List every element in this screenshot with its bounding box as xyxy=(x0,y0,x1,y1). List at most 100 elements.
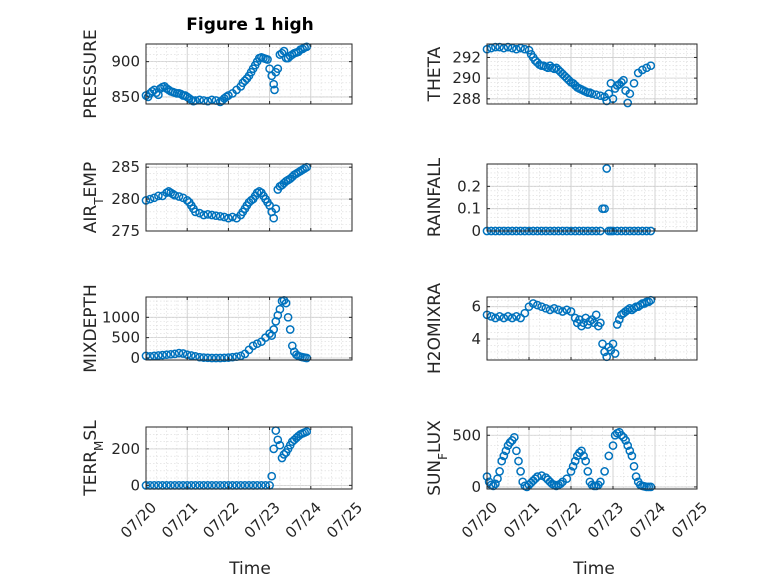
data-point xyxy=(617,430,626,440)
y-tick-label: 0 xyxy=(130,476,140,494)
data-point xyxy=(614,315,624,324)
data-point xyxy=(608,339,618,349)
y-tick-label: 280 xyxy=(111,190,140,208)
data-point xyxy=(170,349,180,359)
data-point xyxy=(186,351,196,360)
data-point xyxy=(178,349,188,358)
data-point xyxy=(224,91,233,100)
data-point xyxy=(507,313,517,323)
y-tick-label: 6 xyxy=(471,298,481,316)
y-tick-label: 900 xyxy=(111,53,140,71)
data-point xyxy=(566,467,576,476)
data-point xyxy=(271,204,281,214)
y-axis-label-4: RAINFALL xyxy=(425,157,445,237)
axes-box xyxy=(486,163,698,232)
data-point xyxy=(219,212,229,222)
data-point xyxy=(486,312,496,321)
data-point xyxy=(281,298,291,308)
data-point xyxy=(623,441,633,450)
data-point xyxy=(646,482,656,492)
data-point xyxy=(516,313,525,323)
data-point xyxy=(562,474,572,484)
data-point xyxy=(516,467,525,476)
data-point xyxy=(224,213,233,223)
data-point xyxy=(554,305,563,315)
data-point xyxy=(631,472,641,481)
y-axis-label-2: THETA xyxy=(425,46,445,102)
y-tick-label: 200 xyxy=(111,440,140,458)
data-point xyxy=(556,479,565,489)
data-point xyxy=(195,352,204,362)
data-point xyxy=(528,299,538,308)
data-point xyxy=(263,55,272,64)
data-point xyxy=(629,78,639,88)
x-axis-label-right: Time xyxy=(572,559,615,579)
data-point xyxy=(154,191,163,201)
data-point xyxy=(570,456,580,466)
data-point xyxy=(600,204,609,214)
data-point xyxy=(585,316,595,326)
data-point xyxy=(170,190,180,200)
data-point xyxy=(269,444,279,454)
data-point xyxy=(512,312,521,321)
data-point xyxy=(203,210,213,219)
data-point xyxy=(147,86,157,96)
data-point xyxy=(495,312,504,321)
data-point xyxy=(207,210,217,220)
data-point xyxy=(195,208,204,218)
data-point xyxy=(581,456,591,466)
data-point xyxy=(499,451,509,461)
data-point xyxy=(203,96,213,106)
data-point xyxy=(215,211,225,221)
data-point xyxy=(638,65,647,75)
data-point xyxy=(503,312,513,321)
axes-box xyxy=(486,296,698,361)
subplot-6: 4 6 H2OMIXRA xyxy=(425,283,698,374)
data-point xyxy=(195,95,204,105)
data-point xyxy=(602,164,612,173)
data-point xyxy=(270,85,279,95)
data-point xyxy=(604,89,614,99)
data-point xyxy=(570,313,580,323)
x-axis-label-left: Time xyxy=(228,559,271,579)
data-point xyxy=(591,90,601,100)
data-point xyxy=(269,325,279,334)
data-point xyxy=(215,353,225,363)
data-point xyxy=(269,213,279,223)
data-point xyxy=(558,307,567,316)
data-point xyxy=(207,353,217,363)
data-point xyxy=(533,300,542,310)
data-point xyxy=(612,320,622,329)
data-point xyxy=(505,438,515,447)
data-point xyxy=(174,192,184,201)
y-axis-label-6: H2OMIXRA xyxy=(425,283,445,374)
data-point xyxy=(541,303,551,313)
data-point xyxy=(619,75,628,85)
data-point xyxy=(512,44,521,54)
data-point xyxy=(549,303,559,313)
data-point xyxy=(154,351,163,360)
data-point xyxy=(199,210,209,220)
y-tick-label: 500 xyxy=(452,426,481,444)
data-point xyxy=(596,91,605,101)
subplot-1: 850 900 PRESSURE xyxy=(81,29,353,119)
y-tick-label: 1000 xyxy=(102,308,140,326)
data-point xyxy=(269,79,279,89)
data-point xyxy=(191,207,200,217)
data-point xyxy=(275,304,285,314)
data-point xyxy=(158,350,167,360)
data-point xyxy=(644,297,654,307)
axes-box xyxy=(145,296,353,361)
data-point xyxy=(591,310,601,320)
data-point xyxy=(228,212,237,222)
data-point xyxy=(499,313,509,323)
data-point xyxy=(211,353,221,363)
data-point xyxy=(642,63,651,73)
data-point xyxy=(224,353,233,362)
data-point xyxy=(166,349,176,359)
y-axis-label-5: MIXDEPTH xyxy=(81,284,101,373)
data-point xyxy=(512,446,521,456)
y-tick-label: 0 xyxy=(471,222,481,240)
data-point xyxy=(491,479,500,489)
